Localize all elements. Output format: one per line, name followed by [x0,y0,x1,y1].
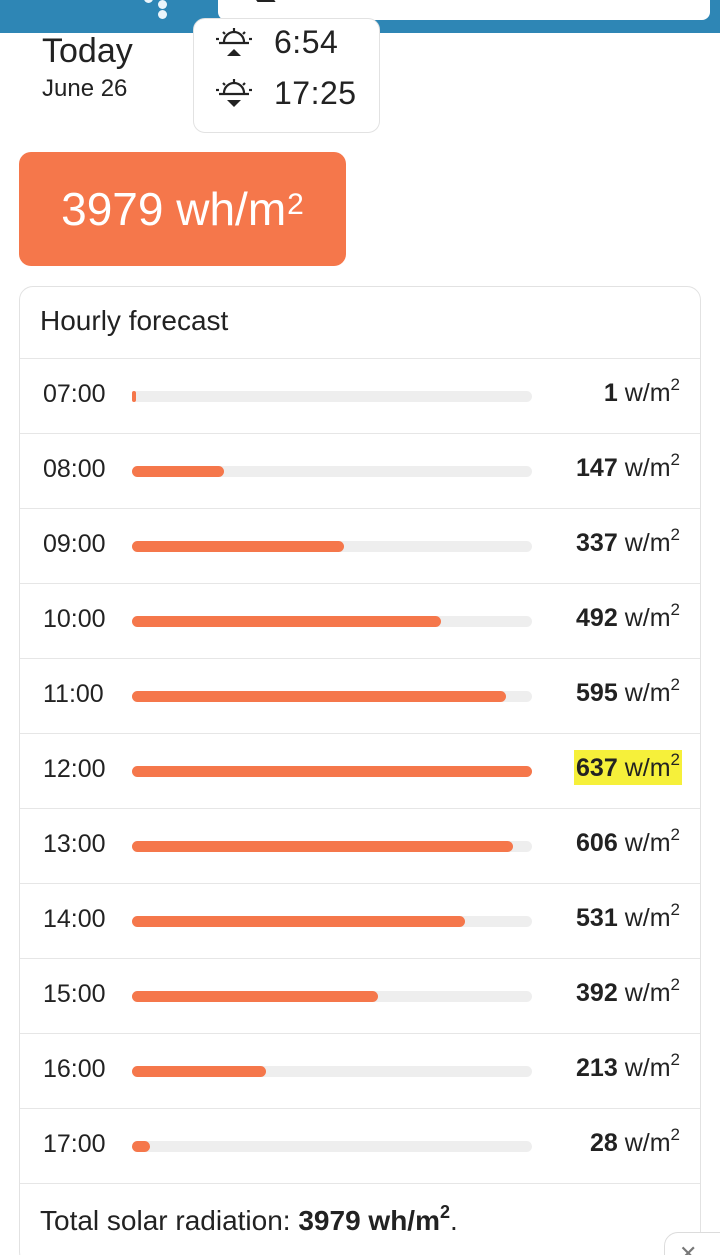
hour-value: 337 w/m2 [576,525,680,557]
total-suffix: . [450,1205,458,1236]
hour-value: 28 w/m2 [589,1125,680,1157]
hourly-forecast-title: Hourly forecast [20,287,700,359]
hour-row: 12:00 637 w/m2 [20,734,700,809]
sunset-time: 17:25 [274,75,357,111]
hour-row: 14:00 531 w/m2 [20,884,700,959]
hour-time: 12:00 [43,755,106,783]
hour-bar-track [132,691,532,702]
hour-value: 606 w/m2 [576,825,680,857]
hour-bar-track [132,541,532,552]
hour-bar-fill [132,766,532,777]
sunrise-row: 6:54 [214,24,374,64]
hour-time: 07:00 [43,380,106,408]
hour-bar-fill [132,841,513,852]
hour-bar-fill [132,541,344,552]
today-date: June 26 [42,75,128,102]
hour-value: 492 w/m2 [576,600,680,632]
hour-value: 531 w/m2 [576,900,680,932]
total-label: Total solar radiation: [40,1205,299,1236]
hour-time: 11:00 [43,680,104,708]
hour-value: 637 w/m2 [574,750,682,785]
hour-bar-track [132,466,532,477]
hour-row: 08:00 147 w/m2 [20,434,700,509]
hour-value: 392 w/m2 [576,975,680,1007]
hour-bar-track [132,1141,532,1152]
hour-time: 15:00 [43,980,106,1008]
hour-bar-track [132,616,532,627]
sunrise-time: 6:54 [274,24,339,60]
hour-bar-fill [132,916,465,927]
total-radiation-line: Total solar radiation: 3979 wh/m2. [40,1202,458,1237]
today-title: Today [42,32,133,70]
total-badge-superscript: 2 [287,188,304,221]
sunset-icon [216,79,252,107]
hour-time: 17:00 [43,1130,106,1158]
hour-row: 11:00 595 w/m2 [20,659,700,734]
sun-times-card: 6:54 17:25 [193,18,380,133]
close-icon: ✕ [679,1241,698,1255]
hour-bar-track [132,841,532,852]
hourly-forecast-list: 07:00 1 w/m2 08:00 147 w/m2 09:00 337 w/m2 10:… [20,359,700,1184]
hour-value: 595 w/m2 [576,675,680,707]
hour-time: 16:00 [43,1055,106,1083]
hour-row: 10:00 492 w/m2 [20,584,700,659]
hour-value: 147 w/m2 [576,450,680,482]
hour-row: 07:00 1 w/m2 [20,359,700,434]
hour-time: 10:00 [43,605,106,633]
hour-value: 213 w/m2 [576,1050,680,1082]
close-button[interactable]: ✕ [664,1232,720,1255]
hour-time: 08:00 [43,455,106,483]
hour-row: 13:00 606 w/m2 [20,809,700,884]
sunset-row: 17:25 [214,75,374,115]
hour-bar-fill [132,616,441,627]
dots-icon[interactable] [140,0,180,24]
sunrise-icon [216,28,252,56]
total-value: 3979 wh/m2 [298,1202,451,1236]
hour-bar-fill [132,1141,150,1152]
hour-time: 09:00 [43,530,106,558]
hour-bar-track [132,766,532,777]
hour-bar-track [132,1066,532,1077]
hour-value: 1 w/m2 [603,375,680,407]
total-badge-value: 3979 wh/m [61,183,287,235]
search-input[interactable] [218,0,710,20]
hour-time: 13:00 [43,830,106,858]
hour-bar-fill [132,991,378,1002]
hour-row: 15:00 392 w/m2 [20,959,700,1034]
hour-bar-fill [132,466,224,477]
hour-row: 16:00 213 w/m2 [20,1034,700,1109]
hourly-forecast-card: Hourly forecast 07:00 1 w/m2 08:00 147 w/m2… [19,286,701,1255]
hour-row: 17:00 28 w/m2 [20,1109,700,1184]
hour-row: 09:00 337 w/m2 [20,509,700,584]
total-radiation-badge: 3979 wh/m 2 [19,152,346,266]
hour-bar-track [132,391,532,402]
hour-bar-fill [132,391,136,402]
hour-bar-fill [132,1066,266,1077]
hour-bar-track [132,991,532,1002]
hour-bar-track [132,916,532,927]
search-icon [250,0,276,2]
hour-bar-fill [132,691,506,702]
hour-time: 14:00 [43,905,106,933]
